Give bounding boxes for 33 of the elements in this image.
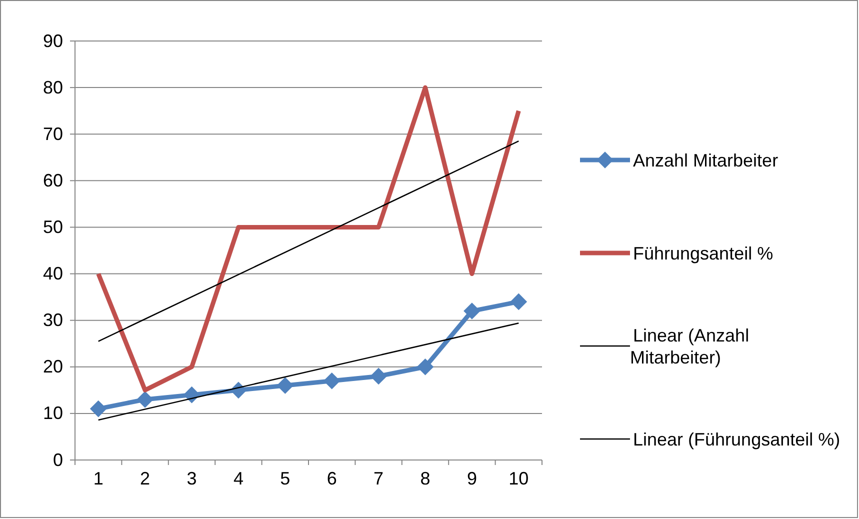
y-tick-label: 60 xyxy=(42,170,63,190)
point xyxy=(464,302,480,320)
legend-label: Linear (Anzahl Mitarbeiter) xyxy=(630,325,750,368)
line-series xyxy=(96,85,521,392)
x-tick-label: 9 xyxy=(466,468,477,489)
x-tick-label: 7 xyxy=(374,468,384,489)
x-tick-label: 1 xyxy=(93,468,104,489)
x-tick-label: 10 xyxy=(508,468,529,489)
point xyxy=(510,293,528,310)
legend-label: Anzahl Mitarbeiter xyxy=(633,150,778,170)
point xyxy=(416,358,434,376)
x-tick-label: 6 xyxy=(326,468,337,489)
y-tick-label: 0 xyxy=(52,450,63,470)
x-tick-label: 3 xyxy=(186,468,197,489)
y-tick-label: 40 xyxy=(42,264,63,284)
point xyxy=(276,377,294,394)
legend-label: Führungsanteil % xyxy=(633,243,774,264)
y-tick-label: 70 xyxy=(42,124,63,144)
x-tick-label: 5 xyxy=(280,468,290,489)
legend-label: Linear (Führungsanteil %) xyxy=(633,429,840,450)
y-tick-label: 90 xyxy=(42,30,63,51)
point xyxy=(90,400,107,418)
y-tick-label: 80 xyxy=(42,77,63,98)
point xyxy=(323,372,340,390)
point xyxy=(370,368,387,385)
x-tick-label: 8 xyxy=(420,468,430,489)
y-tick-label: 20 xyxy=(42,356,63,377)
y-tick-label: 30 xyxy=(42,310,63,330)
y-tick-label: 50 xyxy=(42,216,63,237)
y-tick-label: 10 xyxy=(42,403,63,424)
x-tick-label: 4 xyxy=(233,468,244,489)
x-tick-label: 2 xyxy=(140,468,150,489)
point xyxy=(136,391,154,408)
